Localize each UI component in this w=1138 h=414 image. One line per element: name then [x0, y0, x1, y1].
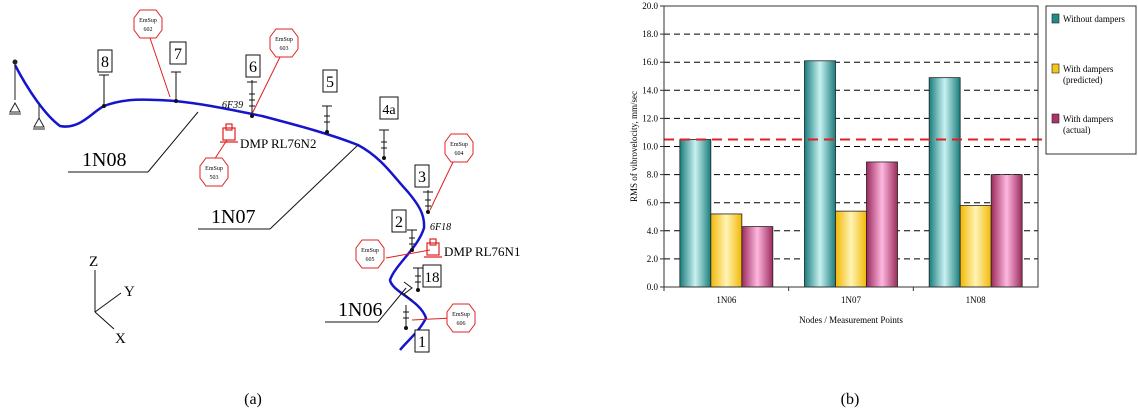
support-tag: EmSup 605: [355, 239, 385, 269]
plot-frame: [663, 5, 1039, 288]
y-tick-label: 6.0: [647, 198, 659, 208]
axis-triad-label: X: [115, 331, 126, 347]
bar: [959, 205, 992, 288]
legend-label: With dampers: [1063, 114, 1114, 124]
pipe-route: [13, 64, 428, 351]
legend-label: (predicted): [1063, 75, 1102, 85]
y-tick-label: 20.0: [642, 1, 658, 11]
support-tag: EmSup 602: [133, 9, 163, 39]
support-tag-text: 602: [144, 27, 153, 33]
support-tag-text: EmSup: [450, 142, 468, 148]
y-tick-labels: 0.0 2.0 4.0 6.0 8.0 10.0 12.0 14.0 16.0 18.0 20.0: [642, 1, 658, 292]
support-tag: EmSup 604: [444, 133, 474, 163]
node-label: 3: [418, 169, 426, 186]
legend-label: Without dampers: [1063, 14, 1125, 24]
node-label: 1: [418, 334, 426, 351]
node-label: 6: [249, 59, 257, 76]
x-tick-labels: 1N06 1N07 1N08: [716, 295, 986, 305]
point-id: 6F18: [430, 222, 451, 233]
legend-label: With dampers: [1063, 64, 1114, 74]
bar: [679, 139, 712, 288]
legend-label: (actual): [1063, 125, 1090, 135]
x-tick-label: 1N08: [966, 295, 986, 305]
tag-leader-lines: [148, 34, 455, 321]
bar: [928, 77, 961, 288]
axis-triad: [94, 270, 122, 330]
support-tag-text: 604: [455, 151, 464, 157]
support-tag-text: EmSup: [205, 166, 223, 172]
bar: [710, 213, 743, 288]
legend-box: [1045, 5, 1137, 155]
line-label: 1N06: [338, 299, 382, 321]
damper-symbol: [424, 238, 442, 258]
node-label: 18: [425, 270, 440, 286]
node-callouts: [99, 71, 433, 328]
legend-swatch: [1051, 63, 1060, 74]
line-callouts: [68, 111, 407, 323]
node-label: 7: [174, 46, 182, 63]
y-tick-label: 12.0: [642, 113, 658, 123]
legend-swatch: [1051, 113, 1060, 124]
anchor-support: [33, 104, 45, 130]
support-tag-text: EmSup: [361, 248, 379, 254]
bar: [990, 174, 1023, 288]
panel-label: (b): [841, 391, 860, 408]
support-tag-text: EmSup: [275, 37, 293, 43]
x-tick-label: 1N07: [841, 295, 861, 305]
y-tick-label: 2.0: [647, 254, 659, 264]
node-label: 5: [326, 74, 334, 91]
y-tick-label: 18.0: [642, 29, 658, 39]
bar: [741, 226, 774, 288]
support-tag-text: EmSup: [139, 18, 157, 24]
x-axis-label: Nodes / Measurement Points: [799, 315, 903, 325]
chart-bars: [679, 60, 1023, 288]
y-tick-label: 4.0: [647, 226, 659, 236]
y-tick-label: 8.0: [647, 170, 659, 180]
support-tag-text: EmSup: [452, 312, 470, 318]
panel-label: (a): [244, 391, 262, 408]
damper-label: DMP RL76N2: [240, 136, 316, 151]
bar-chart: 0.02.04.06.08.010.012.014.016.018.020.0 …: [629, 1, 1137, 408]
legend-swatch: [1051, 13, 1060, 24]
node-label: 8: [101, 54, 109, 71]
y-tick-label: 16.0: [642, 57, 658, 67]
bar: [866, 161, 898, 288]
support-tag-text: 606: [457, 321, 466, 327]
support-tag: EmSup 603: [269, 28, 299, 58]
bar: [804, 60, 836, 288]
point-id: 6F39: [222, 100, 243, 111]
piping-isometric: 8 7 6 5 4a 3 2 18 1 1N: [9, 9, 520, 408]
node-label: 2: [395, 214, 403, 231]
node-label-boxes: 8 7 6 5 4a 3 2 18 1: [97, 41, 442, 353]
x-tick-label: 1N06: [716, 295, 736, 305]
support-tag-text: 603: [280, 46, 289, 52]
line-label: 1N07: [211, 206, 255, 228]
y-tick-label: 14.0: [642, 85, 658, 95]
spring-symbol: [403, 281, 413, 301]
node-label: 4a: [382, 103, 396, 118]
support-tag: EmSup 503: [199, 157, 229, 187]
y-tick-label: 0.0: [647, 282, 659, 292]
support-tag-text: 605: [366, 257, 375, 263]
y-tick-label: 10.0: [642, 142, 658, 152]
line-label: 1N08: [82, 149, 126, 171]
bar: [835, 210, 867, 288]
damper-symbol: [220, 123, 238, 143]
anchor-support: [9, 59, 21, 115]
axis-triad-label: Z: [89, 254, 98, 270]
support-tag: EmSup 606: [446, 303, 476, 333]
support-tag-text: 503: [210, 175, 219, 181]
damper-label: DMP RL76N1: [444, 244, 520, 259]
node-dots: [102, 99, 430, 330]
axis-triad-label: Y: [124, 284, 135, 300]
y-axis-label: RMS of vibrovelocity, mm/sec: [629, 91, 639, 202]
hanger-ticks: [249, 93, 431, 319]
